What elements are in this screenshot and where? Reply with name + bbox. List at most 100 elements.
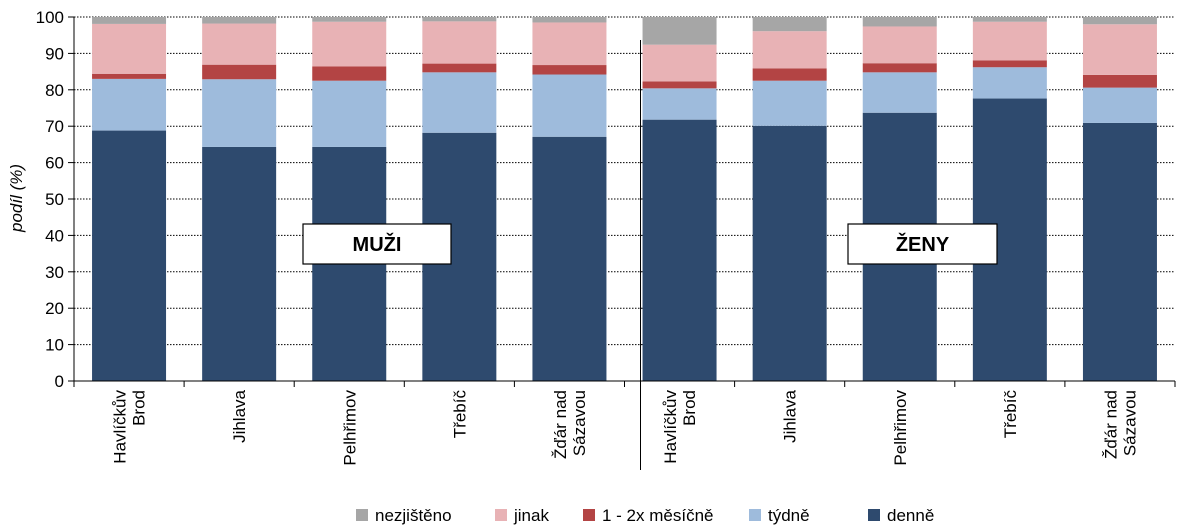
legend: nezjištěno jinak 1 - 2x měsíčně týdně denně [356,506,934,525]
legend-swatch [868,509,880,521]
category-label: Pelhřimov [340,390,359,466]
bar-segment [532,65,607,75]
bar-segment [202,64,277,80]
group-label-box: ŽENY [847,223,998,265]
bar-segment [972,17,1047,22]
legend-swatch [495,509,507,521]
legend-item: denně [868,506,934,525]
category-label-line: Jihlava [230,389,249,442]
legend-item: jinak [495,506,549,525]
bar-segment [752,80,827,126]
bar-segment [422,21,497,64]
bar-segment [642,119,717,381]
bar-segment [312,21,387,67]
bar-segment [422,63,497,73]
bar-segment [92,73,167,79]
legend-swatch [356,509,368,521]
y-tick-label: 90 [45,44,64,63]
bar-segment [972,60,1047,68]
y-tick-label: 40 [45,226,64,245]
y-tick-label: 50 [45,190,64,209]
y-tick-label: 100 [36,8,64,27]
bar-segment [92,23,167,74]
bar-segment [202,146,277,381]
bar-segment [642,44,717,82]
y-tick-label: 0 [55,372,64,391]
bar-segment [752,125,827,381]
category-label: Žďár nad Sázavou [1101,390,1139,459]
group-label-text: ŽENY [896,232,950,256]
bar-segment [532,136,607,381]
category-label-line: Pelhřimov [891,390,910,466]
bar-segment [202,23,277,65]
category-label-line: Havlíčkův [661,390,680,464]
category-label-line: Brod [130,390,149,426]
group-label-text: MUŽI [353,232,402,256]
legend-label: týdně [768,506,810,525]
legend-label: 1 - 2x měsíčně [602,506,714,525]
y-tick-label: 80 [45,81,64,100]
bar-segment [862,63,937,73]
axes [68,16,1176,470]
category-label-line: Pelhřimov [340,390,359,466]
legend-label: denně [887,506,934,525]
bar-segment [862,17,937,27]
bar-segment [312,66,387,81]
category-label-line: Žďár nad [1101,390,1120,459]
bar-segment [92,130,167,381]
category-label-line: Třebíč [450,390,469,439]
y-axis-label: podíl (%) [7,164,26,233]
category-label: Žďár nad Sázavou [551,390,589,459]
group-label-frame [302,223,452,265]
category-label-line: Žďár nad [551,390,570,459]
bar-segment [1082,74,1157,88]
legend-item: nezjištěno [356,506,452,525]
category-label: Havlíčkův Brod [661,390,699,464]
category-label: Třebíč [450,390,469,439]
bar-segment [202,17,277,24]
legend-label: jinak [513,506,549,525]
bar-segment [752,31,827,69]
y-tick-label: 10 [45,336,64,355]
bar-segment [422,17,497,22]
category-label-line: Třebíč [1001,390,1020,439]
y-tick-label: 20 [45,299,64,318]
bar-segment [752,17,827,32]
bar-segment [202,79,277,147]
bar-segment [532,17,607,23]
category-label-line: Jihlava [781,389,800,442]
bar-segment [532,22,607,66]
bar-segment [1082,24,1157,75]
category-label: Havlíčkův Brod [111,390,149,464]
category-label-line: Sázavou [1120,390,1139,456]
bar-segment [642,81,717,89]
group-labels: MUŽI ŽENY [302,223,998,265]
bar-segment [862,26,937,64]
bar-segment [1082,87,1157,123]
bar-segment [92,17,167,24]
bar-segment [1082,122,1157,381]
y-tick-label: 60 [45,154,64,173]
legend-swatch [583,509,595,521]
category-label-line: Brod [680,390,699,426]
legend-swatch [749,509,761,521]
legend-label: nezjištěno [375,506,452,525]
bar-segment [972,67,1047,99]
bar-segment [642,17,717,45]
y-tick-label: 70 [45,117,64,136]
bar-segment [862,72,937,113]
category-label-line: Sázavou [570,390,589,456]
group-label-frame [847,223,998,265]
legend-item: 1 - 2x měsíčně [583,506,714,525]
bar-segment [752,68,827,81]
category-label: Jihlava [230,389,249,442]
y-tick-label: 30 [45,263,64,282]
bar-segment [1082,17,1157,25]
category-label: Třebíč [1001,390,1020,439]
category-label-line: Havlíčkův [111,390,130,464]
category-labels: Havlíčkův Brod Jihlava Pelhřimov Třebíč Žďár … [111,389,1140,465]
category-label: Jihlava [781,389,800,442]
category-label: Pelhřimov [891,390,910,466]
